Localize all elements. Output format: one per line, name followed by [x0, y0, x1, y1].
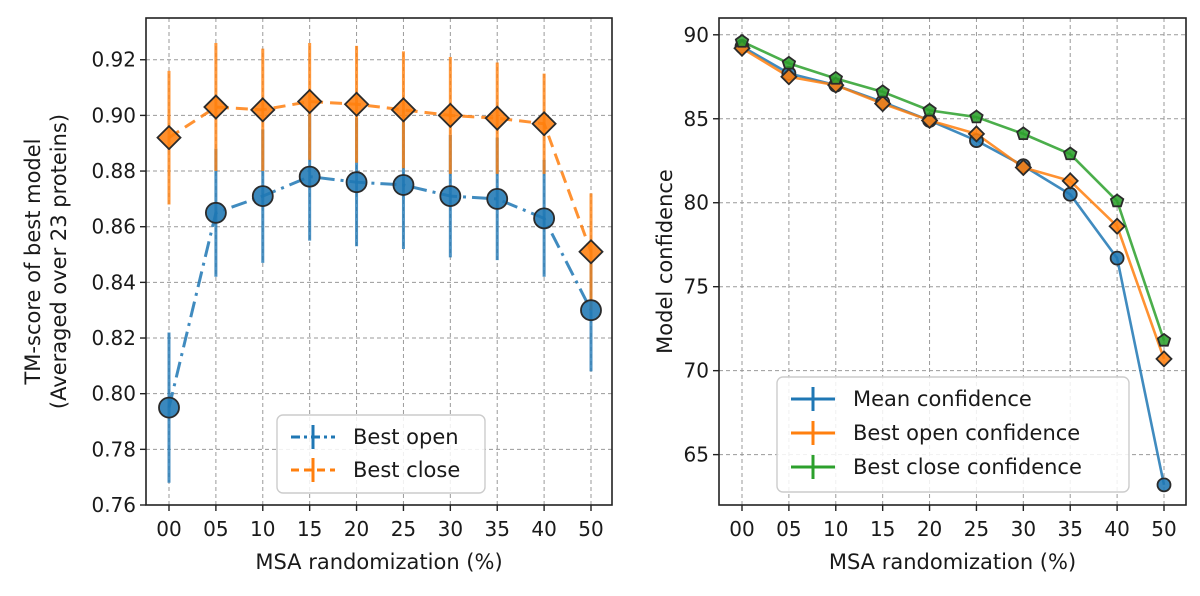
data-point-series-1 — [1109, 250, 1125, 266]
y-tick-label: 0.90 — [91, 103, 136, 127]
legend-label: Best close — [353, 458, 460, 482]
y-tick-label: 0.86 — [91, 215, 136, 239]
data-point-series-2 — [296, 88, 323, 115]
data-point-series-2 — [390, 97, 417, 123]
series-line-3 — [741, 40, 1166, 341]
x-tick-label: 15 — [870, 517, 895, 541]
y-tick-label: 90 — [684, 23, 709, 47]
data-point-series-3 — [1156, 332, 1172, 347]
x-tick-label: 15 — [297, 517, 322, 541]
chart-panel-2: 00 05 10 15 20 25 30 35 40 50 65 70 75 80 85 90 MSA rand… — [653, 17, 1187, 574]
data-point-series-3 — [1109, 193, 1125, 208]
data-point-series-3 — [1062, 146, 1078, 161]
plot-frame — [718, 17, 1187, 506]
series-line-1 — [741, 45, 1166, 486]
chart-panel-1: 00 05 10 15 20 25 30 35 40 50 0.76 0.78 0.80 0.82 0.84… — [21, 17, 613, 574]
x-tick-label: 40 — [531, 517, 556, 541]
data-point-series-2 — [920, 111, 939, 130]
y-tick-label: 0.84 — [91, 270, 136, 294]
plot-frame — [145, 17, 613, 506]
data-point-series-2 — [250, 97, 276, 123]
y-tick-label: 0.78 — [91, 437, 136, 461]
x-tick-label: 20 — [344, 517, 369, 541]
y-tick-label: 0.82 — [91, 326, 136, 350]
data-point-series-2 — [578, 238, 604, 265]
y-tick-label: 75 — [684, 275, 709, 299]
y-tick-label: 80 — [684, 191, 709, 215]
data-point-series-2 — [1108, 217, 1126, 235]
legend-label: Mean confidence — [853, 387, 1032, 411]
data-point-series-2 — [1061, 172, 1079, 190]
x-tick-label: 20 — [917, 517, 942, 541]
data-point-series-1 — [1156, 477, 1172, 493]
x-tick-label: 30 — [438, 517, 463, 541]
y-tick-label: 0.88 — [91, 159, 136, 183]
data-point-series-1 — [486, 187, 509, 210]
data-point-series-2 — [1155, 350, 1173, 368]
data-point-series-1 — [392, 174, 415, 196]
data-point-series-1 — [533, 207, 556, 230]
data-point-series-3 — [969, 109, 984, 124]
data-point-series-1 — [158, 396, 180, 419]
x-tick-label: 00 — [156, 517, 181, 541]
data-point-series-2 — [780, 68, 798, 86]
x-tick-label: 40 — [1104, 517, 1129, 541]
data-point-series-3 — [734, 33, 750, 48]
y-axis-label: (Averaged over 23 proteins) — [47, 114, 71, 409]
data-point-series-1 — [345, 171, 368, 194]
y-tick-label: 85 — [684, 107, 709, 131]
data-point-series-1 — [204, 201, 227, 224]
data-point-series-1 — [580, 299, 602, 322]
y-tick-label: 0.80 — [91, 382, 136, 406]
y-tick-label: 0.76 — [91, 493, 136, 517]
data-point-series-1 — [439, 185, 462, 208]
data-point-series-3 — [875, 84, 890, 99]
x-tick-label: 35 — [1057, 517, 1082, 541]
x-tick-label: 05 — [776, 517, 801, 541]
data-point-series-2 — [156, 124, 182, 151]
legend-box — [776, 376, 1130, 493]
x-tick-label: 05 — [203, 517, 228, 541]
data-point-series-1 — [298, 165, 321, 188]
data-point-series-2 — [531, 110, 557, 137]
y-tick-label: 65 — [684, 443, 709, 467]
y-axis-label: TM-score of best model — [21, 138, 45, 385]
data-point-series-2 — [484, 105, 510, 131]
data-point-series-2 — [203, 94, 229, 120]
x-tick-label: 10 — [250, 517, 275, 541]
data-point-series-1 — [251, 185, 274, 208]
data-point-series-3 — [828, 70, 844, 85]
data-point-series-2 — [343, 91, 370, 118]
x-tick-label: 00 — [729, 517, 754, 541]
legend-label: Best open confidence — [853, 421, 1080, 445]
series-line-1 — [167, 175, 593, 408]
legend-box — [276, 414, 486, 494]
x-axis-label: MSA randomization (%) — [829, 550, 1076, 574]
data-point-series-2 — [967, 125, 986, 143]
y-tick-label: 0.92 — [91, 48, 136, 72]
legend-label: Best open — [353, 425, 459, 449]
data-point-series-2 — [437, 102, 464, 129]
x-tick-label: 35 — [484, 517, 509, 541]
legend-label: Best close confidence — [853, 455, 1082, 479]
data-point-series-1 — [1062, 186, 1078, 202]
series-line-2 — [168, 99, 593, 253]
x-tick-label: 50 — [1151, 517, 1176, 541]
series-line-2 — [741, 47, 1166, 360]
x-tick-label: 30 — [1011, 517, 1036, 541]
x-tick-label: 50 — [578, 517, 603, 541]
y-axis-label: Model confidence — [653, 169, 677, 354]
data-point-series-2 — [873, 94, 892, 113]
data-point-series-2 — [1014, 158, 1033, 177]
data-point-series-3 — [781, 55, 797, 70]
x-tick-label: 10 — [823, 517, 848, 541]
data-point-series-3 — [922, 102, 937, 117]
y-tick-label: 70 — [684, 359, 709, 383]
x-tick-label: 25 — [391, 517, 416, 541]
x-axis-label: MSA randomization (%) — [255, 550, 502, 574]
x-tick-label: 25 — [964, 517, 989, 541]
data-point-series-3 — [1016, 126, 1031, 141]
